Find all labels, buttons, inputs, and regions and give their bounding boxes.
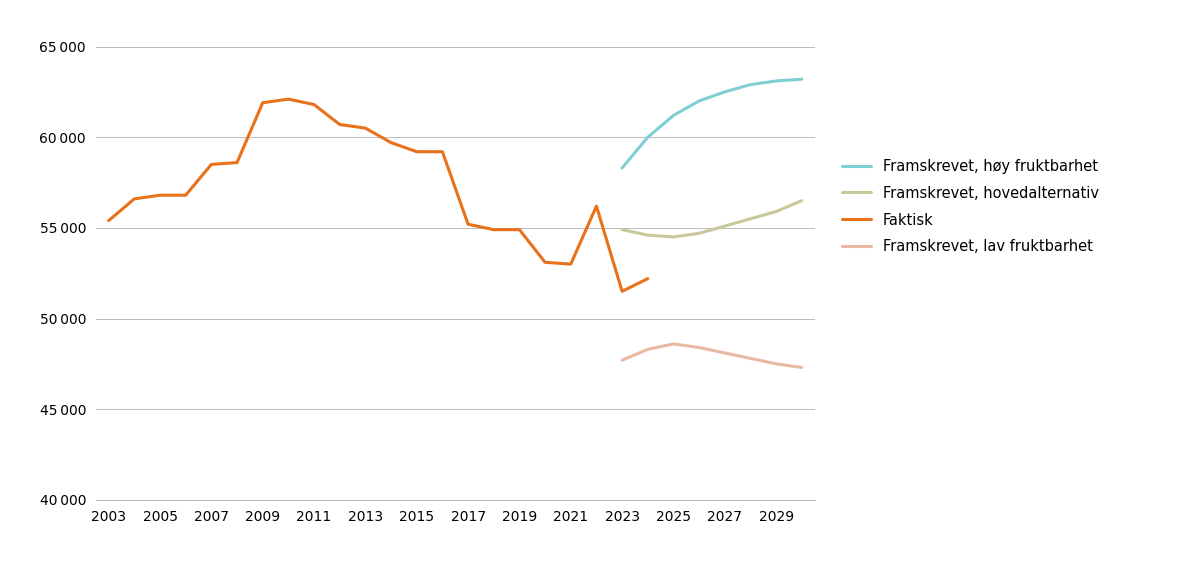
Faktisk: [333, 121, 347, 128]
Faktisk: [102, 217, 116, 224]
Framskrevet, høy fruktbarhet: [692, 98, 707, 105]
Faktisk: [410, 148, 424, 155]
Faktisk: [383, 139, 398, 146]
Faktisk: [513, 226, 527, 233]
Framskrevet, lav fruktbarhet: [641, 346, 655, 353]
Framskrevet, lav fruktbarhet: [743, 355, 757, 362]
Legend: Framskrevet, høy fruktbarhet, Framskrevet, hovedalternativ, Faktisk, Framskrevet: Framskrevet, høy fruktbarhet, Framskreve…: [836, 153, 1105, 260]
Framskrevet, hovedalternativ: [692, 230, 707, 237]
Faktisk: [153, 192, 168, 199]
Faktisk: [538, 259, 552, 266]
Faktisk: [204, 161, 218, 168]
Line: Framskrevet, lav fruktbarhet: Framskrevet, lav fruktbarhet: [622, 344, 801, 367]
Line: Faktisk: Faktisk: [109, 99, 648, 291]
Framskrevet, lav fruktbarhet: [692, 344, 707, 351]
Framskrevet, hovedalternativ: [615, 226, 629, 233]
Framskrevet, lav fruktbarhet: [769, 361, 783, 367]
Framskrevet, lav fruktbarhet: [794, 364, 809, 371]
Faktisk: [461, 221, 476, 228]
Faktisk: [255, 99, 270, 106]
Faktisk: [230, 159, 244, 166]
Framskrevet, hovedalternativ: [743, 215, 757, 222]
Faktisk: [563, 261, 577, 268]
Framskrevet, høy fruktbarhet: [794, 76, 809, 82]
Faktisk: [127, 195, 141, 202]
Framskrevet, høy fruktbarhet: [666, 112, 680, 119]
Framskrevet, lav fruktbarhet: [666, 340, 680, 347]
Faktisk: [179, 192, 193, 199]
Framskrevet, høy fruktbarhet: [718, 89, 732, 95]
Framskrevet, høy fruktbarhet: [615, 165, 629, 172]
Framskrevet, hovedalternativ: [666, 233, 680, 240]
Framskrevet, lav fruktbarhet: [615, 357, 629, 364]
Line: Framskrevet, hovedalternativ: Framskrevet, hovedalternativ: [622, 201, 801, 237]
Framskrevet, høy fruktbarhet: [641, 134, 655, 141]
Faktisk: [615, 288, 629, 295]
Faktisk: [435, 148, 449, 155]
Faktisk: [641, 275, 655, 282]
Framskrevet, lav fruktbarhet: [718, 349, 732, 356]
Faktisk: [282, 96, 296, 103]
Framskrevet, hovedalternativ: [769, 208, 783, 215]
Faktisk: [307, 101, 321, 108]
Framskrevet, hovedalternativ: [794, 197, 809, 204]
Framskrevet, hovedalternativ: [641, 232, 655, 239]
Faktisk: [358, 125, 373, 132]
Framskrevet, høy fruktbarhet: [743, 81, 757, 88]
Faktisk: [486, 226, 501, 233]
Line: Framskrevet, høy fruktbarhet: Framskrevet, høy fruktbarhet: [622, 79, 801, 168]
Framskrevet, hovedalternativ: [718, 223, 732, 229]
Framskrevet, høy fruktbarhet: [769, 78, 783, 85]
Faktisk: [589, 203, 604, 210]
